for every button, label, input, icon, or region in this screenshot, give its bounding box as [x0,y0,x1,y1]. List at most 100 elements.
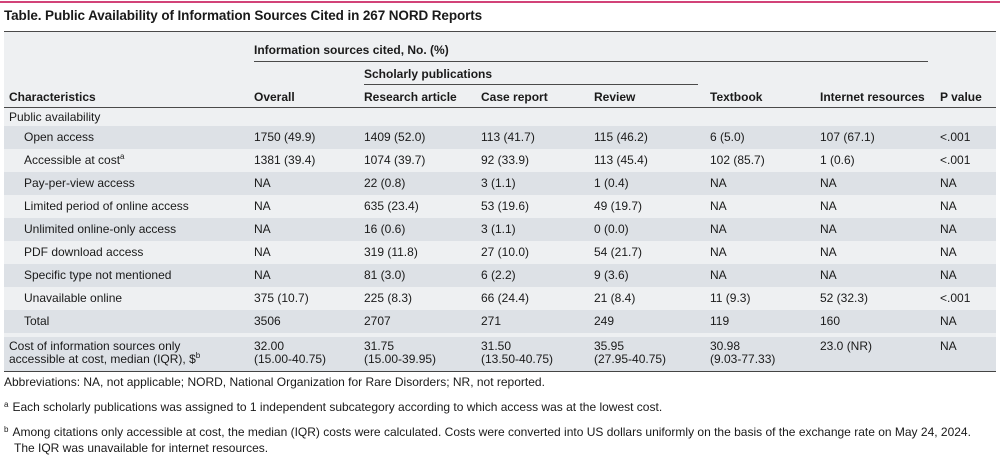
table-cell: NA [254,199,271,213]
table-cell: NA [940,222,957,236]
table-cell: NA [710,268,727,282]
table-cell: 113 (41.7) [481,130,535,144]
table-cell: 30.98 (9.03-77.33) [710,339,776,366]
table-cell: <.001 [940,130,971,144]
table-cell: NA [940,176,957,190]
table-cell: NA [820,222,837,236]
cost-row-label-line2: accessible at cost, median (IQR), $b [9,351,201,366]
footnote-a: a Each scholarly publications was assigne… [4,400,662,415]
table-cell: 3506 [254,314,281,328]
table-cell: NA [940,245,957,259]
table-cell: 27 (10.0) [481,245,530,259]
table-cell: 1 (0.4) [594,176,629,190]
table-cell: 1074 (39.7) [364,153,426,167]
table-cell: NA [254,245,271,259]
row-label: PDF download access [24,246,143,259]
table-cell: 115 (46.2) [594,130,648,144]
table-cell: 0 (0.0) [594,222,629,236]
footnote-b-text: Among citations only accessible at cost,… [12,425,971,439]
table-cell: 319 (11.8) [364,245,418,259]
table-cell: 6 (2.2) [481,268,516,282]
cost-row-label-text: accessible at cost, median (IQR), $ [9,352,196,366]
table-cell: 375 (10.7) [254,291,309,305]
table-cell: NA [710,199,727,213]
table-cell: NA [940,314,957,328]
table-cell: 23.0 (NR) [820,339,873,353]
table-cell: 271 [481,314,502,328]
table-cell: 81 (3.0) [364,268,406,282]
col-header-overall: Overall [254,90,295,104]
table-cell: 11 (9.3) [710,291,751,305]
table-cell: 635 (23.4) [364,199,419,213]
table-cell: 32.00 (15.00-40.75) [254,339,327,366]
table-cell: 2707 [364,314,391,328]
group-rule-sources [254,61,928,62]
table-cell: <.001 [940,291,971,305]
col-header-characteristics: Characteristics [9,90,96,104]
footnote-a-text: Each scholarly publications was assigned… [12,400,663,414]
table-cell: <.001 [940,153,971,167]
row-label-text: Open access [24,130,95,144]
table-cell: 16 (0.6) [364,222,406,236]
table-cell: 6 (5.0) [710,130,745,144]
footnote-marker: a [120,152,125,161]
row-label-text: Accessible at cost [24,153,121,167]
accent-rule [0,1,1000,3]
table-cell: 9 (3.6) [594,268,629,282]
table-cell: 31.75 (15.00-39.95) [364,339,437,366]
group-header-sources: Information sources cited, No. (%) [254,43,449,57]
footnote-a-marker: a [4,400,9,409]
col-header-p-value: P value [940,90,982,104]
row-stripe [4,126,996,149]
col-header-case-report: Case report [481,90,548,104]
col-header-review: Review [594,90,636,104]
row-label-text: Unlimited online-only access [24,222,177,236]
footnote-b: b Among citations only accessible at cost… [4,425,971,440]
table-cell: 31.50 (13.50-40.75) [481,339,554,366]
table-cell: 21 (8.4) [594,291,636,305]
table-cell: 54 (21.7) [594,245,643,259]
table-cell: NA [254,176,271,190]
table-cell: NA [940,199,957,213]
row-label: Specific type not mentioned [24,269,171,282]
table-cell: 249 [594,314,615,328]
group-rule-scholarly [364,84,698,85]
table-cell: 225 (8.3) [364,291,413,305]
table-cell: 35.95 (27.95-40.75) [594,339,667,366]
table-cell: 52 (32.3) [820,291,869,305]
row-label-text: Limited period of online access [24,199,189,213]
table-cell: NA [710,176,727,190]
table-cell: NA [820,268,837,282]
header-rule [4,107,996,108]
table-cell: 66 (24.4) [481,291,530,305]
table-cell: 53 (19.6) [481,199,530,213]
row-label: Unlimited online-only access [24,223,176,236]
table-cell: NA [710,245,727,259]
section-label-public-availability: Public availability [9,110,101,124]
table-cell: 102 (85.7) [710,153,765,167]
row-label: Accessible at costa [24,152,125,167]
table-cell: 1 (0.6) [820,153,855,167]
table-title: Table. Public Availability of Informatio… [4,8,483,23]
row-label-text: PDF download access [24,245,144,259]
col-header-internet-resources: Internet resources [820,90,925,104]
row-label: Total [24,315,49,328]
row-label: Open access [24,131,94,144]
table-cell: NA [820,245,837,259]
col-header-textbook: Textbook [710,90,763,104]
footnote-b-marker: b [4,425,9,434]
col-header-research-article: Research article [364,90,457,104]
row-stripe [4,337,996,371]
table-cell: NA [820,176,837,190]
title-rule [4,31,996,32]
row-stripe [4,218,996,241]
row-label-text: Specific type not mentioned [24,268,172,282]
row-label: Unavailable online [24,292,122,305]
table-cell: NA [710,222,727,236]
table-cell: NA [820,199,837,213]
table-cell: 1750 (49.9) [254,130,316,144]
row-label: Limited period of online access [24,200,189,213]
row-label-text: Unavailable online [24,291,123,305]
footnote-marker: b [195,351,201,360]
table-cell: 49 (19.7) [594,199,643,213]
